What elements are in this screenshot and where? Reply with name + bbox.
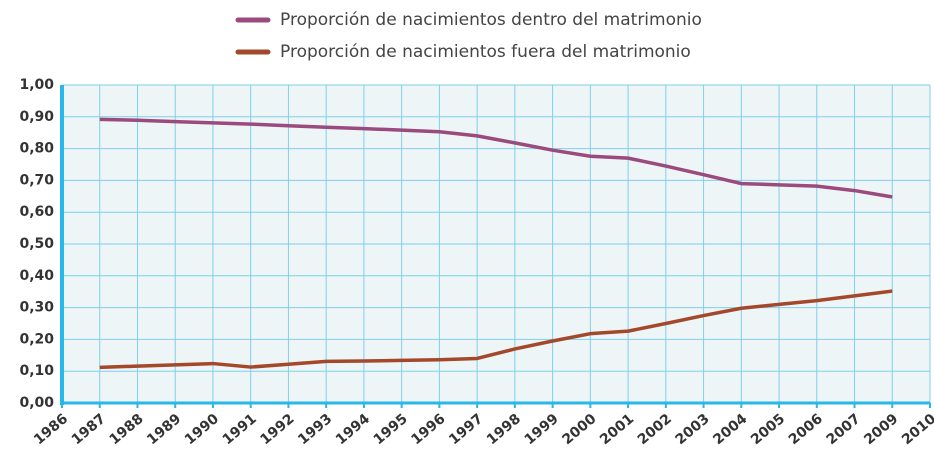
line-series bbox=[99, 117, 893, 199]
x-tick-label: 1999 bbox=[522, 411, 562, 448]
y-tick-label: 0,80 bbox=[19, 141, 54, 157]
y-tick-label: 0,70 bbox=[19, 172, 54, 188]
y-tick-label: 0,60 bbox=[19, 204, 54, 220]
x-tick-label: 1993 bbox=[295, 411, 335, 448]
x-tick-label: 1987 bbox=[69, 411, 109, 448]
legend-label: Proporción de nacimientos dentro del mat… bbox=[280, 10, 702, 30]
x-tick-label: 1994 bbox=[333, 411, 373, 448]
legend-label: Proporción de nacimientos fuera del matr… bbox=[280, 42, 691, 62]
x-tick-label: 1991 bbox=[220, 411, 260, 448]
x-tick-label: 2001 bbox=[597, 411, 637, 448]
x-tick-label: 2002 bbox=[635, 411, 675, 448]
x-tick-label: 1988 bbox=[106, 411, 146, 448]
x-tick-label: 1992 bbox=[257, 411, 297, 448]
x-tick-label: 2000 bbox=[559, 411, 599, 448]
x-tick-label: 2005 bbox=[748, 411, 788, 448]
line-series bbox=[99, 289, 893, 370]
y-tick-label: 0,50 bbox=[19, 236, 54, 252]
x-tick-label: 2006 bbox=[786, 411, 826, 448]
y-tick-label: 0,90 bbox=[19, 109, 54, 125]
x-tick-label: 1995 bbox=[371, 411, 411, 448]
x-tick-label: 1998 bbox=[484, 411, 524, 448]
y-tick-label: 0,00 bbox=[19, 395, 54, 411]
x-tick-label: 2004 bbox=[710, 411, 750, 448]
x-tick-label: 2003 bbox=[673, 411, 713, 448]
y-tick-label: 1,00 bbox=[19, 77, 54, 93]
y-tick-label: 0,10 bbox=[19, 363, 54, 379]
x-tick-label: 1996 bbox=[408, 411, 448, 448]
y-tick-label: 0,20 bbox=[19, 331, 54, 347]
x-tick-label: 1997 bbox=[446, 411, 486, 448]
x-tick-label: 1989 bbox=[144, 411, 184, 448]
y-tick-label: 0,40 bbox=[19, 268, 54, 284]
x-tick-label: 1986 bbox=[31, 411, 71, 448]
x-tick-label: 2009 bbox=[861, 411, 901, 448]
x-tick-label: 1990 bbox=[182, 411, 222, 448]
x-tick-label: 2010 bbox=[899, 411, 934, 448]
x-tick-label: 2007 bbox=[824, 411, 864, 448]
y-tick-label: 0,30 bbox=[19, 300, 54, 316]
